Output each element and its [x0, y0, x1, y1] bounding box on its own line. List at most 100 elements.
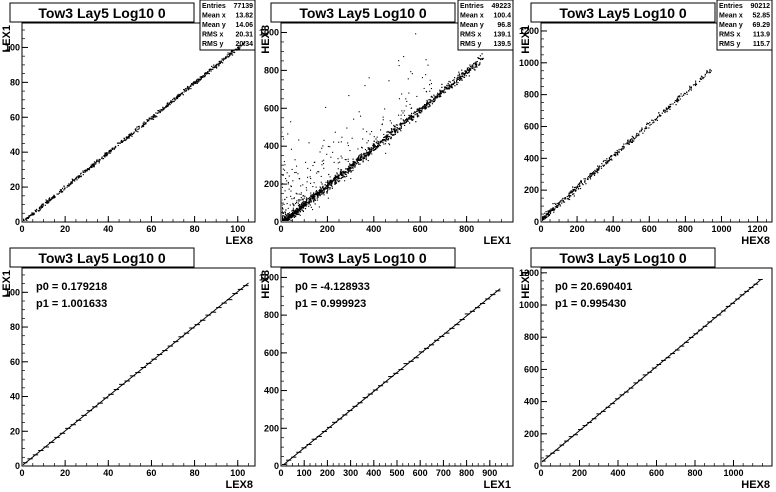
- scatter-point: [475, 62, 477, 65]
- scatter-point: [300, 206, 302, 208]
- scatter-point: [288, 219, 290, 221]
- scatter-point: [197, 79, 199, 81]
- scatter-point: [418, 115, 420, 117]
- scatter-point: [176, 96, 179, 99]
- scatter-point: [620, 148, 622, 150]
- scatter-outlier: [394, 125, 396, 127]
- scatter-point: [397, 130, 399, 132]
- scatter-point: [284, 220, 286, 221]
- scatter-point: [400, 127, 402, 129]
- scatter-point: [593, 173, 595, 175]
- scatter-point: [317, 193, 319, 195]
- scatter-outlier: [400, 114, 402, 116]
- scatter-point: [178, 94, 181, 96]
- scatter-point: [90, 164, 92, 166]
- scatter-point: [689, 88, 691, 91]
- scatter-point: [443, 91, 445, 93]
- scatter-outlier: [293, 197, 295, 199]
- scatter-outlier: [351, 137, 353, 139]
- scatter-point: [229, 52, 231, 54]
- scatter-point: [466, 68, 468, 70]
- scatter-outlier: [282, 209, 283, 211]
- scatter-point: [586, 178, 589, 180]
- scatter-point: [437, 92, 439, 94]
- scatter-outlier: [390, 137, 392, 139]
- scatter-outlier: [301, 202, 303, 204]
- scatter-point: [469, 64, 471, 66]
- scatter-point: [464, 70, 466, 72]
- scatter-point: [458, 77, 460, 79]
- scatter-point: [284, 223, 285, 224]
- scatter-point: [334, 183, 336, 185]
- scatter-point: [157, 110, 159, 112]
- x-tick-label: 1200: [748, 224, 768, 234]
- scatter-point: [196, 79, 198, 81]
- scatter-point: [436, 94, 438, 96]
- scatter-point: [297, 210, 299, 212]
- scatter-point: [409, 115, 411, 117]
- scatter-point: [482, 57, 484, 60]
- scatter-outlier: [295, 203, 297, 205]
- scatter-point: [457, 77, 459, 79]
- stats-label: Mean x: [460, 13, 484, 20]
- scatter-point: [308, 201, 310, 203]
- scatter-point: [156, 116, 158, 118]
- scatter-point: [411, 112, 413, 114]
- scatter-outlier: [408, 117, 410, 119]
- scatter-outlier: [294, 209, 296, 211]
- scatter-outlier: [386, 131, 388, 133]
- scatter-point: [161, 110, 163, 112]
- stats-label: Mean x: [719, 13, 743, 20]
- scatter-point: [155, 112, 157, 114]
- scatter-point: [469, 65, 472, 68]
- scatter-point: [284, 219, 286, 221]
- scatter-point: [635, 134, 638, 136]
- scatter-point: [403, 120, 405, 122]
- scatter-point: [552, 203, 554, 205]
- scatter-outlier: [339, 161, 341, 163]
- scatter-point: [287, 217, 289, 219]
- scatter-point: [345, 171, 348, 173]
- scatter-point: [105, 152, 107, 154]
- scatter-point: [475, 65, 477, 67]
- scatter-point: [572, 190, 574, 192]
- scatter-point: [360, 154, 362, 156]
- scatter-point: [376, 140, 378, 142]
- x-tick-label: 600: [649, 468, 664, 478]
- scatter-outlier: [304, 203, 306, 205]
- scatter-point: [695, 82, 697, 84]
- scatter-outlier: [302, 195, 304, 197]
- scatter-outlier: [351, 165, 353, 167]
- scatter-point: [429, 105, 431, 107]
- scatter-point: [629, 141, 631, 143]
- scatter-point: [304, 204, 307, 206]
- scatter-point: [655, 119, 657, 121]
- scatter-point: [327, 182, 329, 184]
- scatter-point: [426, 101, 429, 103]
- scatter-point: [213, 64, 215, 66]
- scatter-point: [404, 122, 406, 124]
- scatter-point: [383, 137, 385, 139]
- scatter-point: [243, 42, 245, 44]
- scatter-point: [689, 87, 691, 89]
- y-tick-label: 600: [264, 348, 279, 358]
- scatter-point: [543, 218, 545, 220]
- scatter-point: [91, 163, 93, 165]
- scatter-outlier: [371, 153, 373, 155]
- scatter-point: [225, 56, 227, 58]
- stats-label: RMS y: [460, 41, 482, 48]
- scatter-outlier: [298, 178, 300, 180]
- scatter-point: [356, 159, 358, 161]
- x-tick-label: 0: [19, 224, 24, 234]
- scatter-point: [573, 186, 575, 189]
- scatter-point: [220, 60, 222, 62]
- scatter-point: [344, 172, 346, 174]
- scatter-point: [138, 128, 140, 130]
- scatter-point: [477, 57, 479, 59]
- x-tick-label: 100: [297, 468, 312, 478]
- scatter-point: [665, 108, 667, 110]
- scatter-point: [301, 209, 303, 211]
- scatter-outlier: [347, 158, 349, 160]
- scatter-outlier: [382, 116, 384, 118]
- scatter-point: [167, 104, 169, 106]
